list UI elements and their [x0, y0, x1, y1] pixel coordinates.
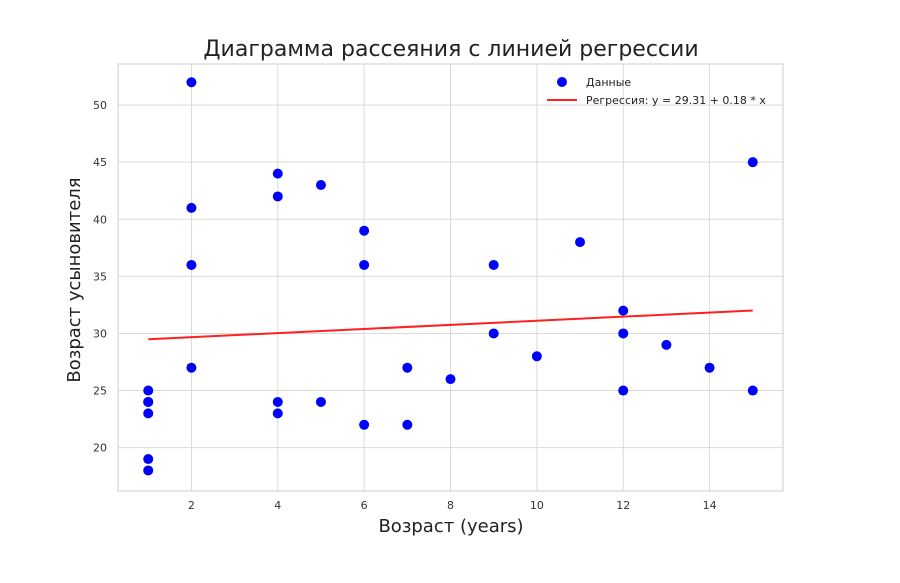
data-point	[575, 237, 586, 248]
data-point	[315, 180, 326, 191]
data-point	[143, 396, 154, 407]
y-tick-label: 45	[93, 156, 107, 169]
y-tick-label: 35	[93, 270, 107, 283]
y-tick-label: 50	[93, 99, 107, 112]
data-point	[186, 362, 197, 373]
data-point	[359, 259, 370, 270]
legend-label-scatter: Данные	[586, 76, 631, 89]
regression-line	[148, 309, 753, 341]
chart-title: Диаграмма рассеяния с линией регрессии	[203, 37, 698, 62]
data-point	[272, 408, 283, 419]
x-tick-label: 2	[188, 499, 195, 512]
data-point	[618, 305, 629, 316]
legend-marker-scatter	[557, 77, 567, 87]
data-point	[272, 168, 283, 179]
data-point	[143, 465, 154, 476]
regression-layer	[148, 309, 753, 341]
x-tick-label: 8	[447, 499, 454, 512]
data-point	[531, 351, 542, 362]
data-point	[359, 419, 370, 430]
data-point	[618, 385, 629, 396]
x-tick-label: 14	[703, 499, 717, 512]
grid-lines	[118, 64, 783, 491]
y-tick-label: 20	[93, 442, 107, 455]
x-tick-label: 4	[274, 499, 281, 512]
y-tick-label: 40	[93, 213, 107, 226]
data-point	[704, 362, 715, 373]
data-point	[359, 225, 370, 236]
data-point	[186, 259, 197, 270]
data-point	[445, 374, 456, 385]
legend: Данные Регрессия: y = 29.31 + 0.18 * x	[547, 76, 766, 107]
data-point	[143, 408, 154, 419]
data-point	[661, 339, 672, 350]
data-point	[186, 77, 197, 88]
legend-label-regression: Регрессия: y = 29.31 + 0.18 * x	[586, 94, 766, 107]
x-tick-label: 10	[530, 499, 544, 512]
data-point	[402, 362, 413, 373]
data-points	[143, 77, 758, 476]
axis-ticks: 2 4 6 8 10 12 14 20 25 30 35 40 45 50	[93, 99, 717, 512]
data-point	[272, 396, 283, 407]
data-point	[143, 385, 154, 396]
y-tick-label: 25	[93, 385, 107, 398]
data-point	[618, 328, 629, 339]
data-point	[747, 157, 758, 168]
data-point	[143, 454, 154, 465]
x-tick-label: 6	[361, 499, 368, 512]
x-tick-label: 12	[616, 499, 630, 512]
data-point	[488, 259, 499, 270]
y-axis-label: Возраст усыновителя	[64, 177, 85, 382]
data-point	[488, 328, 499, 339]
x-axis-label: Возраст (years)	[378, 516, 523, 537]
y-tick-label: 30	[93, 327, 107, 340]
data-point	[315, 396, 326, 407]
data-point	[402, 419, 413, 430]
data-point	[272, 191, 283, 202]
data-point	[186, 202, 197, 213]
data-point	[747, 385, 758, 396]
